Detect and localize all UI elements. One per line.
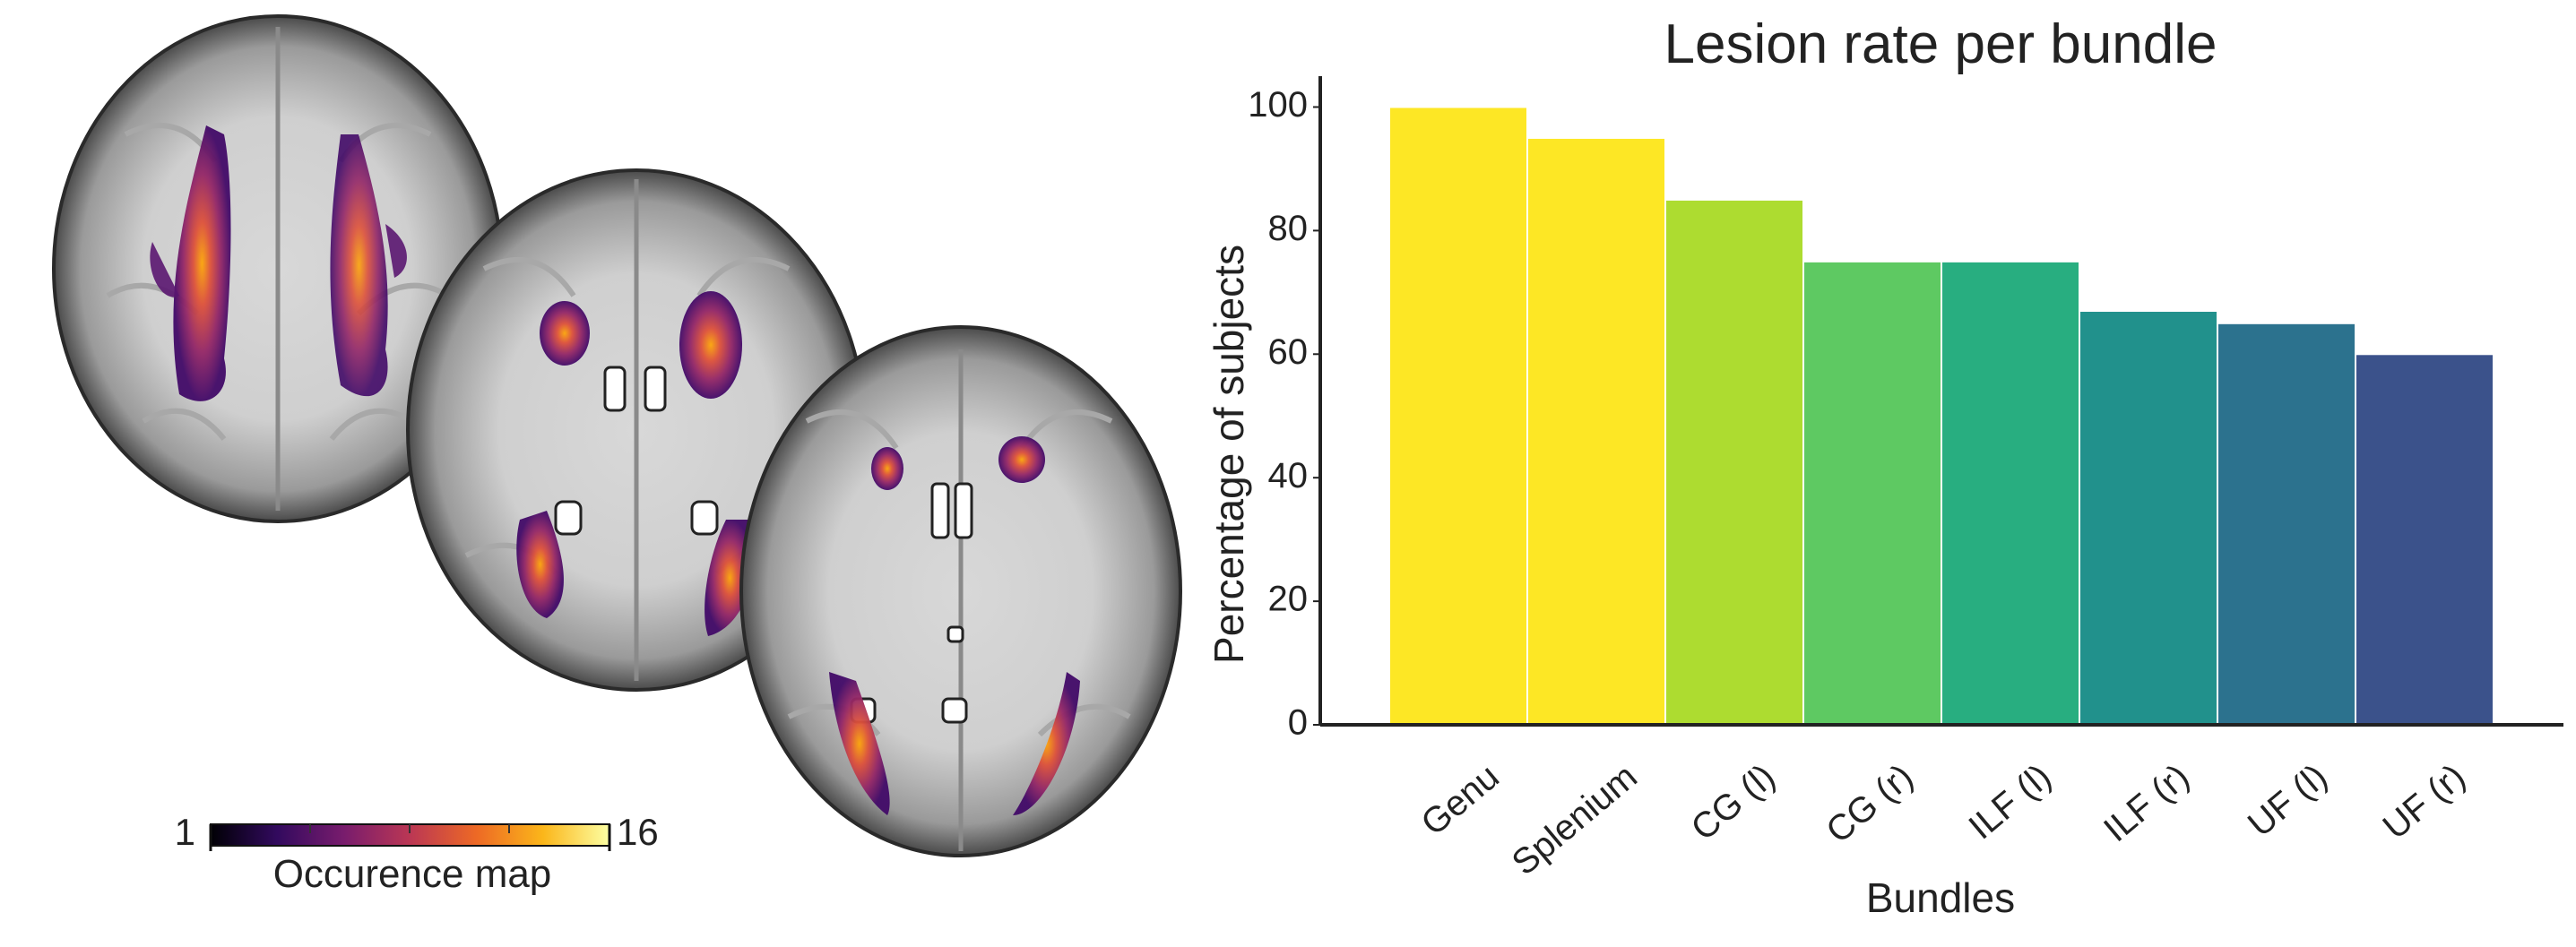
y-tick-label: 40 (1268, 456, 1309, 495)
colorbar-label: Occurence map (273, 852, 552, 896)
bar-cg-l (1664, 198, 1804, 726)
bar-uf-l (2217, 322, 2356, 726)
bar-splenium (1526, 136, 1666, 726)
x-tick-label: CG (r) (1819, 757, 1920, 851)
y-tick-label: 60 (1268, 332, 1309, 372)
x-tick-label: ILF (r) (2096, 757, 2197, 850)
brain-slice-superior (52, 14, 504, 523)
brain-slices-panel: 1 16 Occurence map (52, 14, 1182, 896)
bar-ilf-l (1941, 260, 2080, 727)
lesion-cluster (330, 134, 388, 397)
bar-cg-r (1802, 260, 1942, 727)
bar-ilf-r (2079, 310, 2218, 726)
bar-uf-r (2355, 353, 2494, 726)
colorbar-max-label: 16 (617, 811, 659, 853)
x-tick-label: Splenium (1505, 757, 1645, 883)
bars-group (1388, 106, 2494, 727)
chart-title: Lesion rate per bundle (1664, 13, 2217, 75)
y-tick-label: 80 (1268, 209, 1309, 248)
x-tick-label: Genu (1414, 757, 1507, 844)
x-tick-label: UF (l) (2241, 757, 2335, 845)
bar-genu (1388, 106, 1528, 726)
y-axis-label: Percentage of subjects (1206, 245, 1252, 664)
x-tick-label: ILF (l) (1961, 757, 2058, 848)
x-tick-label: CG (l) (1684, 757, 1783, 848)
y-tick-label: 100 (1248, 85, 1308, 125)
x-axis-label: Bundles (1866, 874, 2015, 921)
occurrence-colorbar: 1 16 Occurence map (175, 811, 659, 896)
lesion-rate-bar-chart: Lesion rate per bundle 0 20 40 60 80 100 Genu… (1206, 13, 2563, 921)
colorbar-min-label: 1 (175, 811, 195, 853)
y-tick-label: 20 (1268, 580, 1309, 619)
x-tick-label: UF (r) (2376, 757, 2473, 848)
y-tick-label: 0 (1288, 703, 1308, 743)
y-axis-ticks: 0 20 40 60 80 100 (1248, 85, 1320, 743)
lesion-cluster (173, 125, 231, 401)
brain-slice-inferior (739, 325, 1182, 857)
